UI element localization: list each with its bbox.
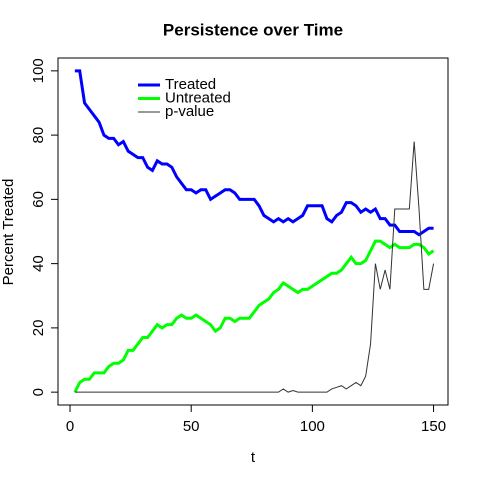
legend-label: p-value (165, 103, 214, 120)
y-tick-label: 0 (30, 388, 47, 396)
x-tick-label: 150 (421, 418, 446, 435)
plot-box (57, 57, 449, 406)
legend-label: Treated (165, 76, 216, 93)
chart-title: Persistence over Time (163, 20, 343, 39)
y-tick-label: 60 (30, 191, 47, 208)
x-axis-label: t (251, 449, 256, 466)
series-line (74, 69, 434, 237)
legend-label: Untreated (165, 89, 231, 106)
y-tick-label: 40 (30, 255, 47, 272)
series-line (73, 239, 435, 393)
y-axis-label: Percent Treated (0, 179, 17, 286)
series-line (74, 141, 435, 393)
y-tick-label: 100 (30, 58, 47, 83)
x-tick-label: 100 (300, 418, 325, 435)
x-tick-label: 50 (183, 418, 200, 435)
y-tick-label: 20 (30, 320, 47, 337)
y-tick-label: 80 (30, 127, 47, 144)
x-tick-label: 0 (66, 418, 74, 435)
